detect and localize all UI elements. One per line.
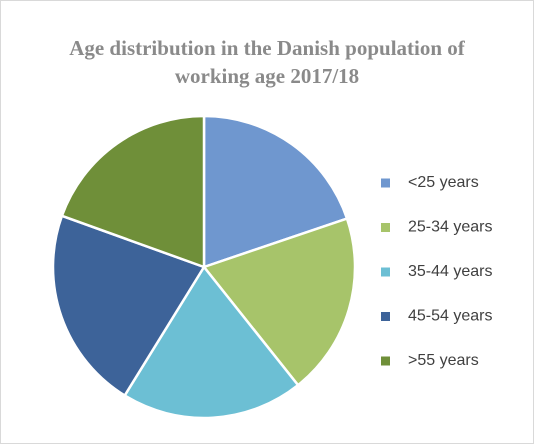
pie-slice (51, 214, 206, 398)
legend-label: >55 years (408, 352, 479, 369)
legend-swatch (381, 356, 390, 366)
legend-label: 45-54 years (408, 308, 493, 325)
chart-title: Age distribution in the Danish populatio… (69, 36, 465, 88)
legend-label: <25 years (408, 174, 479, 191)
legend-swatch (381, 267, 390, 277)
legend-label: 35-44 years (408, 263, 493, 280)
legend-swatch (381, 178, 390, 188)
pie-slice (201, 216, 357, 387)
legend-swatch (381, 312, 390, 321)
legend-swatch (381, 223, 390, 232)
pie-slice (60, 114, 206, 269)
pie-slice (122, 264, 300, 420)
pie-slice (202, 114, 349, 269)
legend-label: 25-34 years (408, 219, 493, 236)
